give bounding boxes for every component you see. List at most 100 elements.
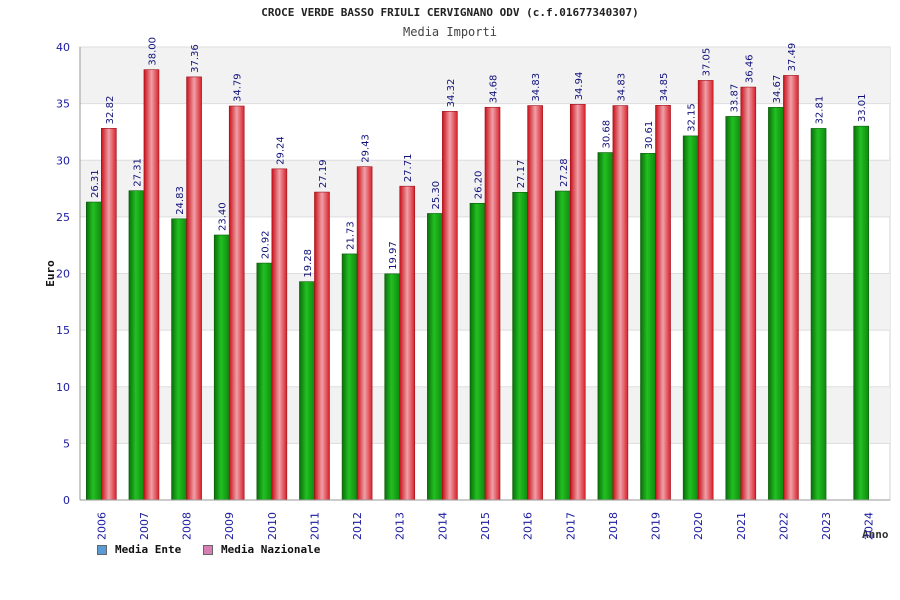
legend-label-media-ente: Media Ente — [115, 543, 182, 556]
x-tick-label: 2013 — [394, 512, 407, 540]
bar-media-ente — [341, 253, 358, 501]
data-label: 21.73 — [346, 221, 357, 250]
x-tick-label: 2020 — [692, 512, 705, 540]
x-tick-label: 2010 — [266, 512, 279, 540]
bar-media-nazionale — [783, 75, 799, 501]
data-label: 27.17 — [516, 160, 527, 189]
bar-media-nazionale — [442, 111, 458, 501]
bar-media-ente — [853, 125, 869, 501]
data-label: 33.87 — [729, 84, 740, 113]
data-label: 34.85 — [659, 73, 670, 102]
bar-media-ente — [384, 273, 401, 501]
x-tick-label: 2016 — [522, 512, 535, 540]
bar-media-nazionale — [271, 168, 288, 501]
bar-media-nazionale — [740, 86, 757, 501]
bar-media-ente — [213, 234, 230, 501]
data-label: 36.46 — [744, 54, 755, 83]
data-label: 32.15 — [687, 103, 698, 132]
legend-swatch-media-nazionale — [203, 544, 213, 555]
bar-media-ente — [256, 262, 273, 501]
data-label: 29.43 — [361, 134, 372, 163]
y-axis-title: Euro — [44, 260, 57, 287]
x-tick-label: 2017 — [564, 512, 577, 540]
data-label: 27.31 — [132, 158, 143, 187]
data-label: 34.68 — [489, 75, 500, 104]
bar-media-nazionale — [484, 106, 501, 501]
bar-media-ente — [682, 135, 699, 501]
x-tick-label: 2023 — [820, 512, 833, 540]
bar-media-nazionale — [356, 166, 373, 501]
data-label: 34.79 — [233, 73, 244, 102]
data-label: 26.31 — [90, 169, 101, 198]
bar-media-ente — [427, 213, 443, 501]
bar-media-ente — [597, 152, 614, 501]
x-tick-label: 2008 — [181, 512, 194, 540]
x-tick-label: 2014 — [436, 512, 449, 540]
bar-media-nazionale — [314, 191, 330, 501]
bar-media-ente — [725, 116, 742, 501]
x-tick-label: 2019 — [650, 512, 663, 540]
x-tick-label: 2012 — [351, 512, 364, 540]
data-label: 24.83 — [175, 186, 186, 215]
bar-media-ente — [640, 153, 656, 501]
data-label: 34.83 — [616, 73, 627, 102]
bar-media-nazionale — [399, 185, 416, 501]
y-tick-label: 5 — [63, 437, 70, 450]
data-label: 33.01 — [857, 94, 868, 123]
y-tick-label: 15 — [56, 324, 70, 337]
data-label: 30.61 — [644, 121, 655, 150]
y-tick-label: 35 — [56, 98, 70, 111]
y-tick-label: 10 — [56, 381, 70, 394]
data-label: 30.68 — [601, 120, 612, 149]
x-axis-title: Anno — [862, 528, 889, 541]
x-tick-label: 2021 — [735, 512, 748, 540]
bar-media-nazionale — [612, 105, 629, 501]
data-label: 34.32 — [446, 79, 457, 108]
bar-media-ente — [512, 191, 528, 501]
bar-media-ente — [554, 190, 571, 501]
legend-item-media-nazionale: Media Nazionale — [203, 543, 320, 556]
data-label: 19.28 — [303, 249, 314, 278]
y-tick-label: 40 — [56, 41, 70, 54]
y-tick-label: 20 — [56, 268, 70, 281]
bar-media-ente — [128, 190, 145, 501]
data-label: 20.92 — [260, 230, 271, 259]
data-label: 23.40 — [218, 202, 229, 231]
data-label: 19.97 — [388, 241, 399, 270]
x-tick-label: 2007 — [138, 512, 151, 540]
data-label: 32.81 — [815, 96, 826, 125]
bar-media-ente — [171, 218, 187, 501]
x-tick-label: 2022 — [777, 512, 790, 540]
legend-item-media-ente: Media Ente — [97, 543, 181, 556]
chart-subtitle: Media Importi — [403, 25, 497, 39]
y-tick-label: 30 — [56, 154, 70, 167]
x-tick-label: 2009 — [223, 512, 236, 540]
data-label: 27.71 — [403, 154, 414, 183]
bar-media-ente — [810, 128, 827, 501]
data-label: 26.20 — [474, 171, 485, 200]
bar-media-nazionale — [697, 80, 714, 501]
bar-media-ente — [768, 107, 784, 501]
bar-media-nazionale — [655, 105, 671, 501]
legend-swatch-media-ente — [97, 544, 107, 555]
data-label: 34.67 — [772, 75, 783, 104]
data-label: 29.24 — [275, 136, 286, 165]
data-label: 37.05 — [702, 48, 713, 77]
x-tick-label: 2024 — [863, 512, 876, 540]
bar-media-nazionale — [101, 128, 117, 501]
chart-title: CROCE VERDE BASSO FRIULI CERVIGNANO ODV … — [261, 6, 639, 19]
y-tick-label: 0 — [63, 494, 70, 507]
bar-media-nazionale — [143, 69, 160, 501]
bar-media-ente — [469, 202, 486, 501]
data-label: 37.49 — [787, 43, 798, 72]
bar-media-nazionale — [527, 105, 543, 501]
data-label: 38.00 — [147, 37, 158, 66]
bar-media-nazionale — [186, 76, 202, 501]
data-label: 32.82 — [105, 96, 116, 125]
data-label: 27.19 — [318, 159, 329, 188]
bar-media-nazionale — [569, 104, 586, 501]
data-label: 34.83 — [531, 73, 542, 102]
x-tick-label: 2011 — [308, 512, 321, 540]
data-label: 34.94 — [574, 72, 585, 101]
